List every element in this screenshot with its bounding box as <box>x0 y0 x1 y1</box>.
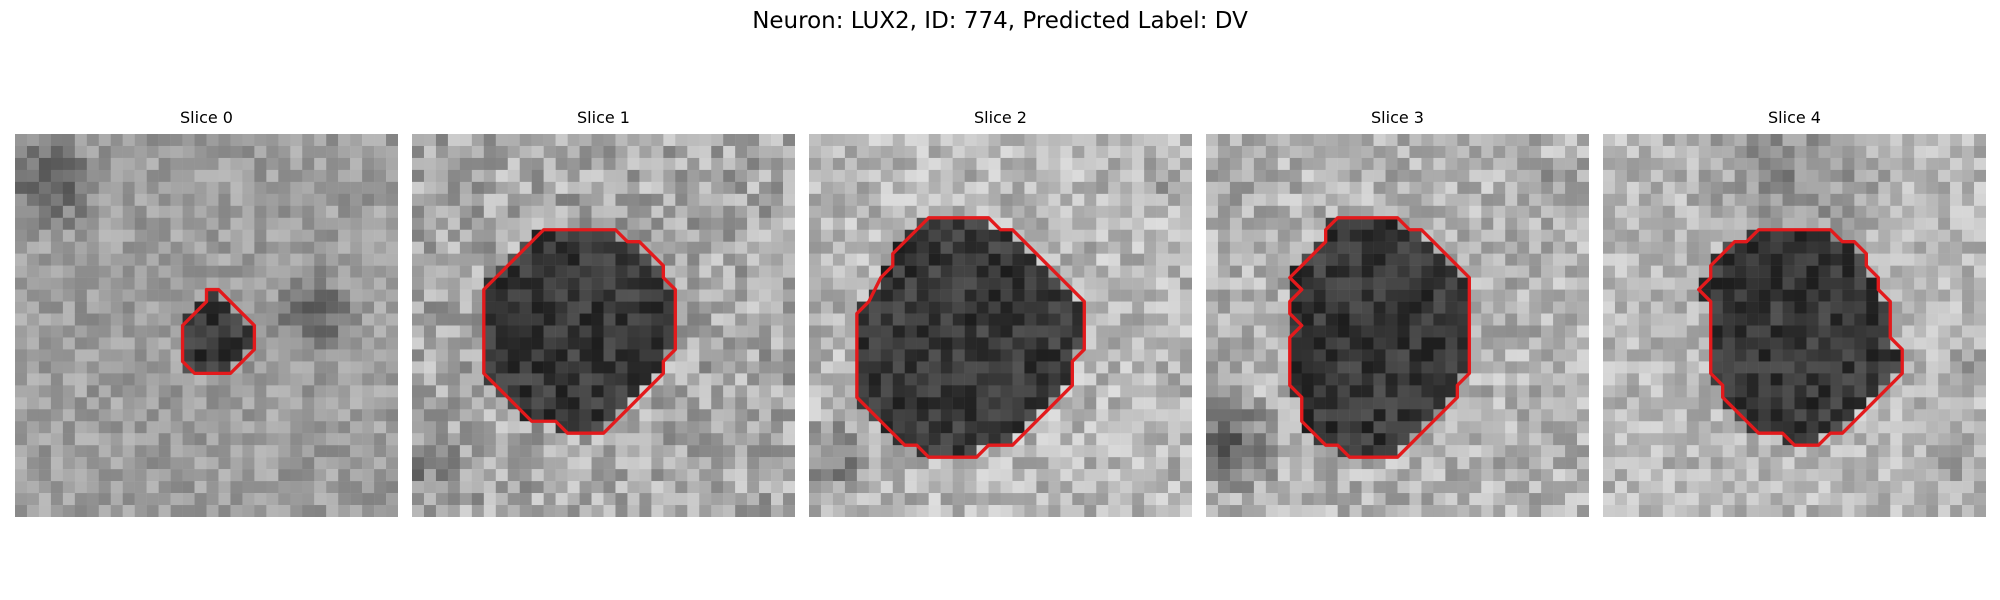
roi-contour <box>855 216 1086 459</box>
slice-panel-0: Slice 0 <box>15 108 398 517</box>
panel-title: Slice 4 <box>1768 108 1821 127</box>
pixel-grid <box>15 134 398 517</box>
roi-contour <box>1288 216 1471 459</box>
slice-panel-3: Slice 3 <box>1206 108 1589 517</box>
panel-title: Slice 3 <box>1371 108 1424 127</box>
pixel-grid <box>1206 134 1589 517</box>
panel-title: Slice 1 <box>577 108 630 127</box>
slice-panel-1: Slice 1 <box>412 108 795 517</box>
pixel-grid <box>1603 134 1986 517</box>
slice-image <box>809 134 1192 517</box>
panel-title: Slice 0 <box>180 108 233 127</box>
pixel-grid <box>412 134 795 517</box>
slice-image <box>412 134 795 517</box>
slice-panel-2: Slice 2 <box>809 108 1192 517</box>
slice-image <box>1603 134 1986 517</box>
panel-title: Slice 2 <box>974 108 1027 127</box>
slice-panel-4: Slice 4 <box>1603 108 1986 517</box>
roi-contour <box>180 287 257 376</box>
slice-image <box>1206 134 1589 517</box>
roi-contour <box>1697 228 1904 447</box>
pixel-grid <box>809 134 1192 517</box>
roi-contour <box>482 228 677 435</box>
slice-image <box>15 134 398 517</box>
figure-title: Neuron: LUX2, ID: 774, Predicted Label: … <box>752 8 1248 34</box>
